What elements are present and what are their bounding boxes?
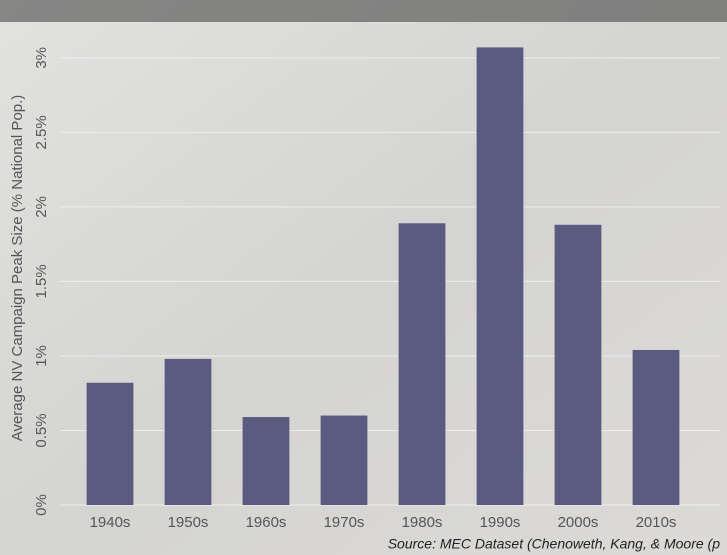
y-tick-label: 0.5% [33, 413, 50, 447]
bar [476, 47, 524, 506]
bar [242, 417, 290, 505]
y-tick-label: 1% [33, 345, 50, 367]
y-tick-label: 3% [33, 47, 50, 69]
x-tick-label: 1950s [168, 514, 209, 531]
y-tick-label: 0% [33, 494, 50, 516]
bar [632, 349, 680, 505]
x-tick-label: 1960s [246, 514, 287, 531]
y-tick-label: 1.5% [33, 264, 50, 298]
top-banner [0, 0, 727, 22]
x-tick-label: 1990s [480, 514, 521, 531]
x-tick-label: 1940s [90, 514, 131, 531]
x-tick-label: 2010s [636, 514, 677, 531]
y-tick-label: 2% [33, 196, 50, 218]
bar [320, 415, 368, 505]
bar [554, 224, 602, 505]
y-tick-label: 2.5% [33, 115, 50, 149]
x-tick-label: 1980s [402, 514, 443, 531]
bar [164, 358, 212, 505]
x-tick-label: 1970s [324, 514, 365, 531]
source-note: Source: MEC Dataset (Chenoweth, Kang, & … [388, 536, 720, 552]
x-tick-label: 2000s [558, 514, 599, 531]
bar [398, 223, 446, 505]
y-axis-label: Average NV Campaign Peak Size (% Nationa… [9, 95, 26, 442]
bar [86, 382, 134, 505]
